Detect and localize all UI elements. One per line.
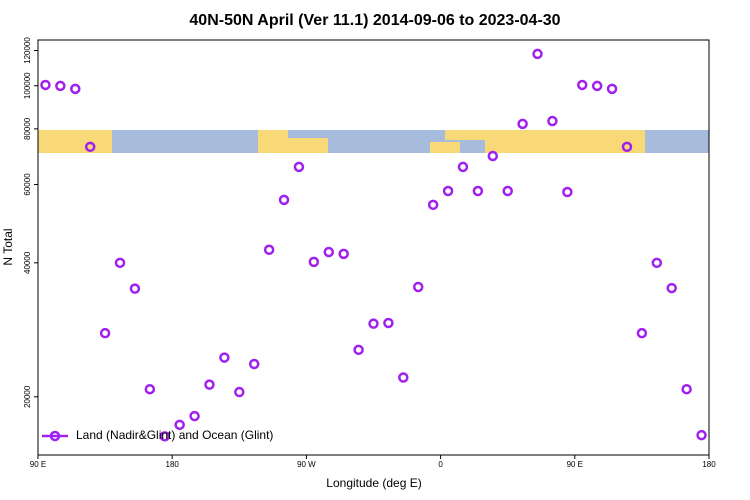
chart-title: 40N-50N April (Ver 11.1) 2014-09-06 to 2… (189, 12, 560, 29)
data-point (636, 327, 648, 339)
x-tick-label: 0 (438, 460, 443, 469)
data-point (323, 246, 335, 258)
plot-frame (37, 39, 710, 456)
data-point (248, 358, 260, 370)
data-point (457, 161, 469, 173)
legend-label: Land (Nadir&Glint) and Ocean (Glint) (76, 428, 273, 442)
y-tick-label: 100000 (23, 72, 32, 99)
data-point (487, 150, 499, 162)
data-point (383, 317, 394, 329)
y-axis-label: N Total (1, 228, 15, 265)
data-point (651, 257, 663, 269)
x-tick-label: 90 E (30, 460, 46, 469)
data-point (234, 386, 245, 398)
data-point (159, 431, 170, 442)
data-point (577, 79, 588, 91)
data-point (189, 410, 200, 422)
data-point (532, 48, 543, 60)
data-point (696, 429, 707, 441)
data-point (99, 327, 111, 339)
x-tick-label: 180 (702, 460, 716, 469)
data-point (278, 194, 290, 206)
data-point (70, 83, 81, 95)
data-point (40, 79, 51, 91)
data-point (591, 80, 603, 92)
data-point (472, 185, 484, 197)
x-tick-label: 90 W (297, 460, 316, 469)
data-point (398, 372, 409, 383)
data-point (621, 141, 633, 153)
data-point (606, 83, 618, 95)
data-point (442, 185, 454, 197)
data-point (562, 186, 573, 198)
y-tick-label: 60000 (23, 173, 32, 196)
legend-marker (49, 430, 61, 442)
data-point (412, 281, 424, 293)
data-point (55, 80, 66, 92)
data-point (219, 352, 230, 363)
data-point (368, 318, 379, 329)
data-point (547, 115, 558, 127)
data-point (502, 185, 513, 197)
data-point (353, 344, 364, 356)
data-point (144, 383, 156, 395)
data-point (129, 283, 141, 294)
data-point (681, 383, 692, 395)
y-tick-label: 120000 (23, 37, 32, 64)
data-point (338, 248, 349, 260)
y-tick-label: 80000 (23, 117, 32, 140)
data-point (517, 118, 528, 130)
data-point (293, 161, 305, 173)
data-point (174, 419, 185, 431)
data-point (204, 379, 215, 390)
data-point (427, 199, 439, 211)
y-tick-label: 40000 (23, 251, 32, 274)
map-strip (38, 130, 709, 153)
y-tick-label: 20000 (23, 385, 32, 408)
data-point (84, 141, 96, 153)
data-point (666, 282, 677, 294)
data-point (308, 256, 320, 268)
x-tick-label: 90 E (567, 460, 583, 469)
x-axis-label: Longitude (deg E) (326, 476, 421, 490)
x-tick-label: 180 (166, 460, 180, 469)
data-point (114, 257, 126, 269)
data-point (263, 244, 275, 256)
